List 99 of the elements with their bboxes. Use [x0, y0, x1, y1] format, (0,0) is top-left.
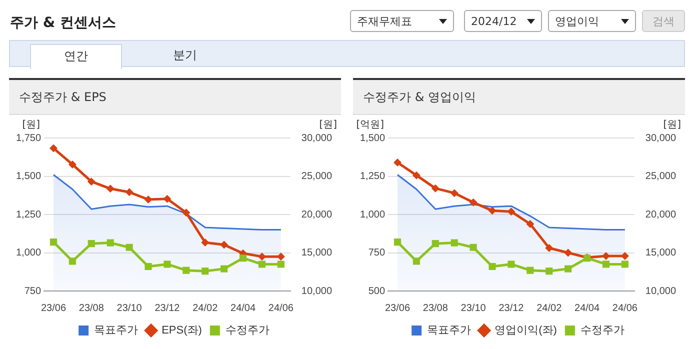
- y-tick-label: 1,000: [360, 209, 386, 220]
- x-tick-label: 23/12: [498, 302, 524, 314]
- point: [220, 265, 228, 272]
- x-tick-label: 23/10: [460, 302, 486, 314]
- legend-label: 목표주가: [94, 324, 138, 337]
- y-tick-label: 500: [368, 286, 386, 297]
- x-tick-label: 24/06: [612, 302, 638, 314]
- point: [50, 238, 58, 246]
- point: [545, 244, 554, 252]
- x-tick-label: 23/12: [154, 302, 180, 314]
- y-tick-label: 1,500: [16, 171, 42, 182]
- point: [526, 266, 534, 274]
- y2-tick-label: 20,000: [645, 209, 676, 220]
- point: [602, 260, 610, 268]
- y-tick-label: 750: [24, 286, 42, 297]
- y2-tick-label: 15,000: [301, 248, 332, 258]
- y2-tick-label: 10,000: [645, 286, 676, 297]
- y2-tick-label: 25,000: [645, 171, 676, 182]
- text: 주가 & 컨센서스: [10, 14, 116, 32]
- y-tick-label: 1,250: [360, 171, 386, 182]
- legend-label: 수정주가: [580, 324, 624, 337]
- text: 주재무제표: [350, 10, 454, 32]
- point: [50, 144, 58, 152]
- y2-axis-title: [원]: [663, 120, 682, 131]
- point: [469, 198, 478, 206]
- legend-label: EPS(좌): [162, 324, 202, 337]
- point: [258, 252, 266, 261]
- y2-tick-label: 30,000: [645, 132, 676, 144]
- y-tick-label: 750: [368, 248, 386, 258]
- point: [239, 254, 247, 262]
- point: [87, 178, 96, 186]
- point: [220, 240, 228, 249]
- x-tick-label: 24/04: [574, 302, 600, 314]
- x-tick-label: 23/08: [78, 302, 104, 314]
- text: 분기: [172, 47, 198, 64]
- y-tick-label: 1,000: [16, 248, 42, 258]
- x-tick-label: 24/02: [192, 302, 218, 314]
- x-tick-label: 23/06: [384, 302, 410, 314]
- point: [277, 260, 284, 268]
- point: [68, 258, 76, 265]
- text: 2024/12: [464, 10, 542, 32]
- x-tick-label: 24/04: [230, 302, 256, 314]
- point: [144, 196, 152, 204]
- point: [126, 244, 133, 251]
- chart-title: 수정주가 & EPS: [9, 80, 341, 115]
- point: [431, 184, 440, 192]
- point: [182, 266, 190, 274]
- point: [488, 206, 496, 215]
- point: [564, 248, 572, 257]
- point: [394, 238, 402, 246]
- point: [508, 260, 515, 268]
- text: 영업이익: [548, 10, 636, 32]
- legend-label: 영업이익(좌): [494, 324, 557, 337]
- point: [88, 240, 95, 248]
- point: [621, 260, 628, 268]
- point: [202, 268, 209, 275]
- point: [470, 244, 477, 251]
- x-tick-label: 23/06: [40, 302, 66, 314]
- chart-title: 수정주가 & 영업이익: [353, 80, 685, 115]
- y-axis-title: [원]: [22, 120, 40, 131]
- y2-tick-label: 30,000: [301, 132, 332, 144]
- legend-label: 수정주가: [225, 324, 270, 337]
- y-tick-label: 1,500: [360, 132, 386, 144]
- x-tick-label: 23/08: [422, 302, 448, 314]
- text: 연간: [30, 44, 122, 69]
- point: [182, 208, 190, 217]
- y2-tick-label: 15,000: [645, 248, 676, 258]
- point: [507, 208, 516, 216]
- y2-tick-label: 20,000: [301, 209, 332, 220]
- y2-axis-title: [원]: [319, 120, 338, 131]
- point: [163, 194, 172, 203]
- point: [546, 268, 553, 275]
- point: [450, 239, 458, 246]
- point: [68, 160, 76, 168]
- x-tick-label: 24/06: [268, 302, 294, 314]
- x-tick-label: 24/02: [536, 302, 562, 314]
- point: [258, 260, 266, 268]
- point: [450, 189, 458, 198]
- y2-tick-label: 10,000: [301, 286, 332, 297]
- y2-tick-label: 25,000: [301, 171, 332, 182]
- point: [488, 262, 496, 270]
- y-axis-title: [억원]: [356, 120, 384, 131]
- legend-label: 목표주가: [427, 324, 472, 337]
- point: [564, 265, 572, 272]
- x-tick-label: 23/10: [116, 302, 142, 314]
- point: [526, 220, 534, 228]
- point: [106, 184, 114, 193]
- point: [432, 240, 439, 248]
- y-tick-label: 1,750: [16, 132, 42, 144]
- point: [412, 258, 420, 265]
- point: [201, 238, 210, 246]
- point: [125, 188, 134, 196]
- point: [394, 158, 402, 166]
- point: [106, 239, 114, 246]
- point: [412, 171, 420, 180]
- text: 검색: [642, 10, 685, 32]
- point: [144, 262, 152, 270]
- point: [164, 260, 171, 268]
- y-tick-label: 1,250: [16, 209, 42, 220]
